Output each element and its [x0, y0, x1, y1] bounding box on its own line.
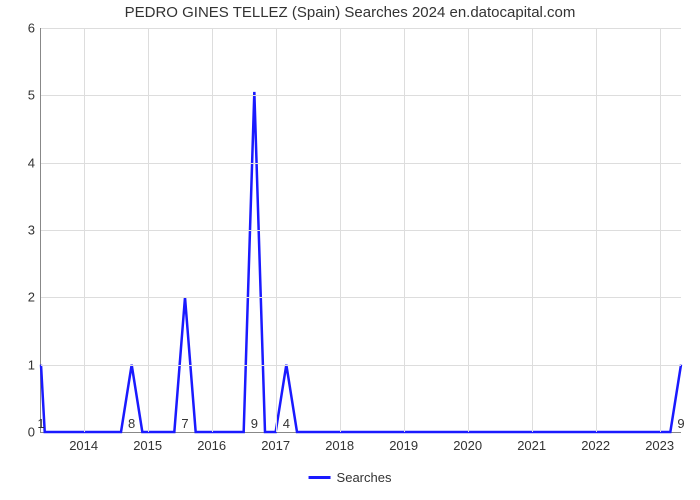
- grid-line-vertical: [468, 28, 469, 432]
- y-tick-label: 4: [28, 155, 35, 170]
- x-tick-label: 2020: [453, 438, 482, 453]
- x-tick-label: 2018: [325, 438, 354, 453]
- y-tick-label: 5: [28, 88, 35, 103]
- grid-line-vertical: [84, 28, 85, 432]
- secondary-tick-label: 8: [128, 416, 135, 431]
- grid-line-vertical: [148, 28, 149, 432]
- secondary-tick-label: 4: [283, 416, 290, 431]
- grid-line-horizontal: [41, 230, 681, 231]
- x-tick-label: 2016: [197, 438, 226, 453]
- y-tick-label: 6: [28, 21, 35, 36]
- y-tick-label: 2: [28, 290, 35, 305]
- grid-line-vertical: [212, 28, 213, 432]
- legend: Searches: [309, 470, 392, 485]
- x-tick-label: 2023: [645, 438, 674, 453]
- x-tick-label: 2021: [517, 438, 546, 453]
- grid-line-vertical: [404, 28, 405, 432]
- x-tick-label: 2014: [69, 438, 98, 453]
- chart-container: PEDRO GINES TELLEZ (Spain) Searches 2024…: [0, 0, 700, 500]
- y-tick-label: 3: [28, 223, 35, 238]
- grid-line-vertical: [340, 28, 341, 432]
- secondary-tick-label: 9: [251, 416, 258, 431]
- legend-swatch: [309, 476, 331, 479]
- x-tick-label: 2019: [389, 438, 418, 453]
- grid-line-vertical: [596, 28, 597, 432]
- grid-line-horizontal: [41, 365, 681, 366]
- grid-line-vertical: [660, 28, 661, 432]
- grid-line-horizontal: [41, 163, 681, 164]
- grid-line-vertical: [532, 28, 533, 432]
- grid-line-horizontal: [41, 297, 681, 298]
- grid-line-horizontal: [41, 95, 681, 96]
- secondary-tick-label: 7: [181, 416, 188, 431]
- chart-title: PEDRO GINES TELLEZ (Spain) Searches 2024…: [0, 4, 700, 21]
- plot-area: 0123456201420152016201720182019202020212…: [40, 28, 681, 433]
- legend-label: Searches: [337, 470, 392, 485]
- y-tick-label: 1: [28, 357, 35, 372]
- secondary-tick-label: 1: [37, 416, 44, 431]
- grid-line-horizontal: [41, 28, 681, 29]
- y-tick-label: 0: [28, 425, 35, 440]
- x-tick-label: 2022: [581, 438, 610, 453]
- x-tick-label: 2015: [133, 438, 162, 453]
- secondary-tick-label: 9: [677, 416, 684, 431]
- grid-line-vertical: [276, 28, 277, 432]
- x-tick-label: 2017: [261, 438, 290, 453]
- series-polyline: [41, 92, 681, 432]
